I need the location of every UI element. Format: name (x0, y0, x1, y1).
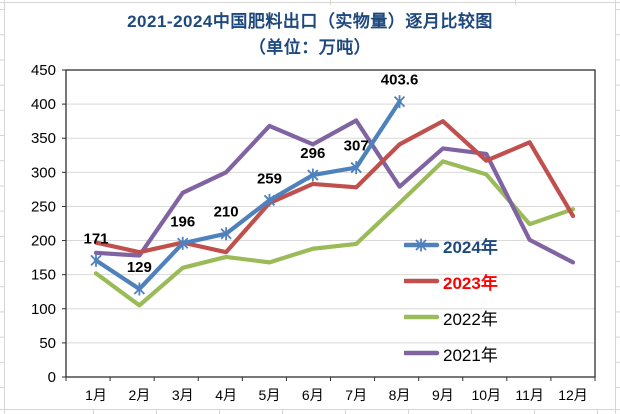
series-line-2024年 (93, 99, 402, 292)
data-label: 403.6 (381, 72, 419, 89)
x-axis-label: 8月 (389, 387, 411, 403)
x-axis-label: 10月 (471, 387, 501, 403)
y-axis-label: 350 (31, 130, 56, 147)
legend-item-2023年: 2023年 (404, 263, 498, 299)
x-axis-label: 6月 (302, 387, 324, 403)
x-axis-label: 2月 (128, 387, 150, 403)
plot-border (65, 69, 596, 378)
y-axis-label: 150 (31, 267, 56, 284)
x-axis-label: 11月 (515, 387, 544, 403)
legend-label: 2024年 (443, 237, 498, 257)
x-axis-label: 9月 (432, 387, 454, 403)
chart-title-line1: 2021-2024中国肥料出口（实物量）逐月比较图 (127, 12, 493, 31)
legend-label: 2021年 (443, 345, 498, 365)
y-axis-label: 250 (31, 198, 56, 215)
legend-item-2022年: 2022年 (404, 299, 498, 335)
x-axis-label: 7月 (345, 387, 367, 403)
asterisk-marker-icon (415, 238, 427, 252)
y-axis-label: 0 (48, 369, 56, 386)
legend-item-2024年: 2024年 (404, 227, 498, 263)
data-label: 129 (127, 259, 152, 276)
data-label: 259 (257, 170, 282, 187)
legend-line-swatch (404, 278, 440, 284)
legend-label: 2022年 (443, 309, 498, 329)
chart-legend: 2024年 2023年 2022年 2021年 (404, 227, 498, 371)
data-label: 296 (300, 145, 325, 162)
x-axis-label: 4月 (215, 387, 237, 403)
series-line-2023年 (93, 119, 576, 255)
y-axis-label: 200 (31, 233, 56, 250)
y-axis-label: 100 (31, 301, 56, 318)
legend-label: 2023年 (443, 273, 498, 293)
chart-title: 2021-2024中国肥料出口（实物量）逐月比较图 （单位：万吨） (0, 9, 620, 61)
y-axis-label: 400 (31, 96, 56, 113)
legend-line-swatch (404, 350, 440, 356)
y-axis-label: 450 (31, 62, 56, 79)
chart-title-line2: （单位：万吨） (248, 38, 372, 57)
data-label: 307 (344, 138, 369, 155)
x-axis-label: 3月 (172, 387, 194, 403)
series-line-2021年 (93, 118, 576, 265)
data-label: 196 (170, 213, 195, 230)
data-label: 171 (83, 230, 108, 247)
series-line-2022年 (93, 159, 576, 308)
legend-item-2021年: 2021年 (404, 335, 498, 371)
x-axis-label: 12月 (558, 387, 588, 403)
legend-line-swatch (404, 238, 440, 252)
legend-line-swatch (404, 314, 440, 320)
x-axis-label: 1月 (85, 387, 107, 403)
x-axis-label: 5月 (259, 387, 281, 403)
y-axis-label: 300 (31, 164, 56, 181)
data-label: 210 (214, 204, 239, 221)
y-axis-label: 50 (39, 335, 56, 352)
